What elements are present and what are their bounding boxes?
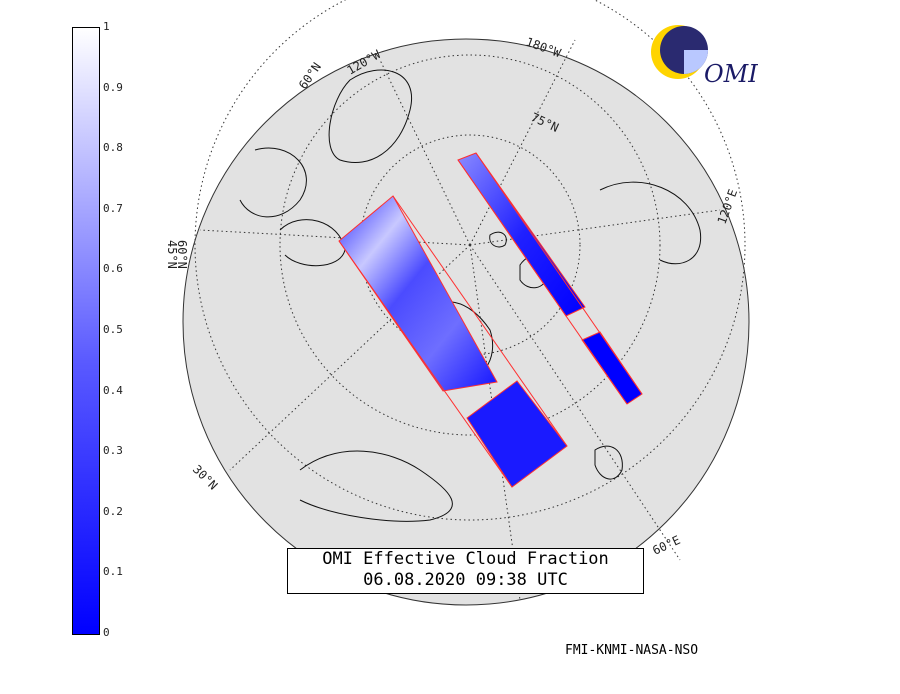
colorbar-tick-label: 0.7 [103, 201, 123, 215]
colorbar [72, 27, 100, 635]
omi-logo: OMI [648, 22, 758, 92]
globe-disc [182, 38, 750, 606]
map-datetime: 06.08.2020 09:38 UTC [363, 570, 568, 590]
coast-svalbard [489, 231, 507, 248]
colorbar-tick-label: 0.4 [103, 383, 123, 397]
lat-circle-60 [279, 54, 661, 436]
colorbar-tick-label: 0.5 [103, 323, 123, 336]
svg-text:OMI: OMI [704, 60, 758, 88]
label-60n-left: 60°N [175, 240, 189, 269]
credit-text: FMI-KNMI-NASA-NSO [565, 643, 699, 658]
label-45n: 45°N [165, 240, 179, 269]
coast-europe [299, 450, 453, 522]
meridian-2 [469, 209, 721, 246]
colorbar-tick-label: 0.3 [103, 444, 123, 458]
coast-greenland [328, 69, 413, 164]
map-title: OMI Effective Cloud Fraction [322, 549, 609, 569]
colorbar-tick-label: 0.2 [103, 504, 123, 518]
swath-west-edge-line-2 [392, 195, 568, 447]
colorbar-tick-label: 1 [103, 20, 110, 33]
swath-west-edge-line-1 [338, 240, 513, 488]
map-title-box: OMI Effective Cloud Fraction 06.08.2020 … [287, 548, 644, 594]
coast-canada [239, 147, 307, 218]
swath-east-edge-line-2 [475, 152, 643, 395]
colorbar-tick-label: 0.9 [103, 80, 123, 94]
coast-caspian [594, 445, 623, 480]
lat-circle-45 [194, 0, 746, 521]
meridian-7 [379, 59, 471, 246]
colorbar-tick-label: 0.8 [103, 141, 123, 155]
label-30n: 30°N [190, 462, 220, 492]
swath-east-edge-line-1 [457, 159, 628, 405]
meridian-4 [469, 244, 521, 601]
colorbar-tick-label: 0 [103, 626, 110, 639]
colorbar-tick-label: 0.1 [103, 565, 123, 579]
meridian-3 [469, 244, 681, 561]
swath-west-upper [338, 195, 498, 392]
omi-logo-icon: OMI [651, 25, 758, 88]
colorbar-tick-label: 0.6 [103, 262, 123, 276]
lat-circle-75 [359, 134, 581, 356]
label-60e: 60°E [650, 533, 682, 558]
coast-siberia [599, 181, 702, 265]
